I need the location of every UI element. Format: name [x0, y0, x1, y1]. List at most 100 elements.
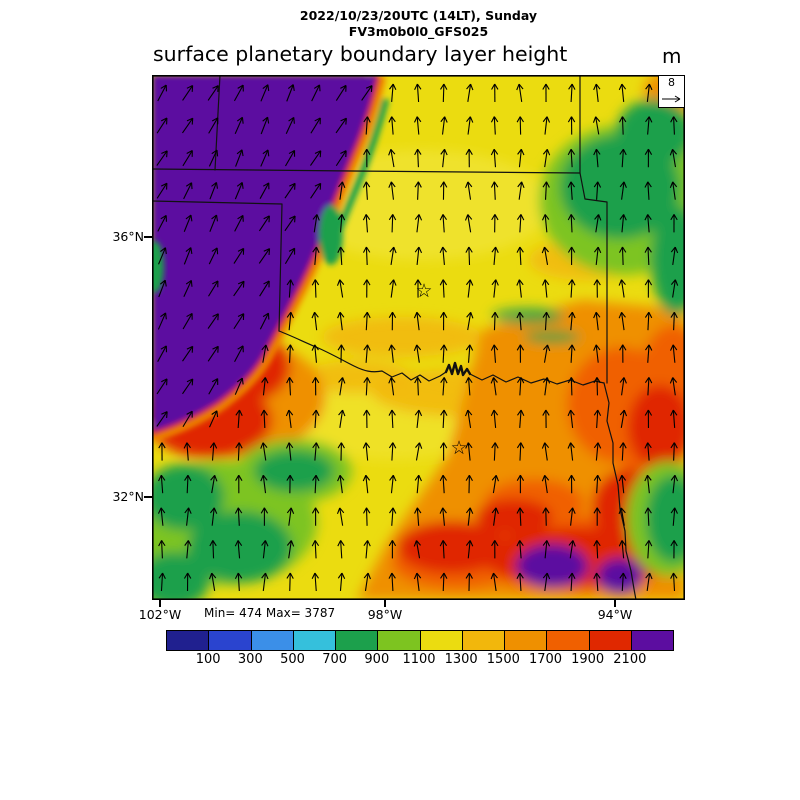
wind-arrow [184, 474, 192, 494]
x-axis-label: 94°W [597, 607, 633, 622]
wind-arrow [158, 247, 167, 265]
wind-arrow [670, 214, 678, 233]
wind-arrow [311, 377, 320, 396]
wind-arrow [568, 344, 576, 363]
wind-arrow [184, 540, 192, 559]
wind-arrow [208, 572, 217, 591]
wind-arrow [465, 442, 473, 461]
wind-arrow [183, 214, 193, 232]
x-axis-tick [614, 600, 616, 607]
wind-arrow [209, 442, 218, 461]
wind-arrow [260, 149, 270, 167]
wind-arrow [157, 84, 168, 102]
colorbar-labels: 100 300 500 700 900 1100 1300 1500 1700 1900 2100 [166, 652, 672, 668]
wind-arrow [388, 540, 397, 559]
wind-arrow [414, 246, 423, 266]
wind-arrow [670, 507, 678, 526]
wind-arrow [388, 148, 396, 168]
wind-arrow [439, 540, 448, 559]
wind-arrow [669, 377, 678, 396]
wind-arrow [284, 215, 296, 232]
wind-arrow [644, 311, 653, 331]
wind-arrow [465, 344, 474, 363]
x-axis-label: 102°W [138, 607, 182, 622]
wind-arrow [644, 540, 653, 559]
wind-arrow [567, 474, 576, 494]
wind-arrow [414, 474, 422, 494]
wind-arrow [234, 540, 243, 559]
wind-arrow [439, 311, 448, 331]
wind-arrow [363, 572, 371, 591]
wind-arrow [516, 540, 524, 559]
wind-arrow [516, 116, 524, 135]
wind-arrow [542, 83, 550, 103]
wind-arrow [182, 85, 194, 101]
wind-arrow [593, 409, 602, 429]
colorbar-tick-label: 300 [237, 652, 263, 667]
reference-arrow-icon [662, 95, 681, 103]
colorbar-segment [420, 631, 463, 650]
colorbar-segment [293, 631, 336, 650]
wind-arrow [593, 377, 601, 396]
wind-arrow [670, 572, 678, 592]
wind-arrow [285, 442, 294, 461]
wind-arrow [592, 116, 601, 135]
wind-arrow [235, 442, 243, 461]
wind-arrow [490, 409, 499, 429]
wind-arrow [233, 313, 245, 330]
wind-arrow [593, 344, 601, 363]
colorbar-segment [547, 631, 590, 650]
y-axis-tick [144, 496, 152, 498]
wind-arrow [207, 85, 219, 101]
wind-arrow [311, 540, 320, 559]
wind-arrow [414, 409, 423, 429]
wind-arrow [388, 344, 396, 363]
colorbar-tick-label: 500 [280, 652, 305, 667]
wind-arrow [183, 279, 193, 298]
wind-arrow [567, 116, 576, 135]
wind-arrow [312, 442, 320, 461]
wind-arrow [182, 410, 193, 428]
wind-arrow [388, 116, 396, 135]
wind-arrow [516, 279, 524, 298]
wind-arrow [363, 116, 371, 135]
wind-arrow [568, 83, 576, 103]
star-marker-layer: ☆☆ [415, 280, 467, 459]
wind-arrow [644, 507, 652, 526]
wind-arrow [567, 181, 576, 200]
colorbar-tick-label: 1300 [444, 652, 478, 667]
wind-arrow [414, 507, 422, 526]
wind-arrow [541, 474, 550, 494]
wind-arrow [261, 540, 269, 559]
wind-arrow [285, 409, 294, 428]
map-canvas: ☆☆ [152, 75, 686, 601]
wind-arrow [618, 246, 627, 266]
wind-arrow [286, 540, 295, 559]
wind-arrow [183, 182, 193, 200]
wind-arrow [259, 182, 270, 199]
wind-arrow [234, 572, 243, 592]
west-edge-green-notch [152, 241, 164, 293]
map-frame [152, 75, 686, 601]
colorbar-segment [589, 631, 632, 650]
wind-arrow [516, 214, 525, 233]
wind-arrow [440, 344, 448, 363]
wind-arrow [516, 377, 525, 396]
wind-arrow [618, 116, 627, 135]
wind-arrow [465, 148, 473, 168]
wind-arrow [363, 311, 371, 331]
wind-arrow [491, 246, 499, 266]
wind-arrow [644, 148, 653, 168]
wind-arrow [593, 474, 602, 494]
wind-arrow [543, 344, 551, 363]
wind-arrow [465, 279, 474, 298]
wind-arrow [414, 116, 422, 135]
wind-arrow [234, 345, 244, 362]
wind-arrow [312, 474, 320, 494]
wind-arrow [490, 572, 498, 591]
x-axis-tick [159, 600, 161, 607]
wind-arrow [440, 148, 448, 168]
wind-arrow [593, 507, 601, 526]
wind-arrow [261, 377, 269, 396]
wind-arrow [465, 377, 473, 396]
